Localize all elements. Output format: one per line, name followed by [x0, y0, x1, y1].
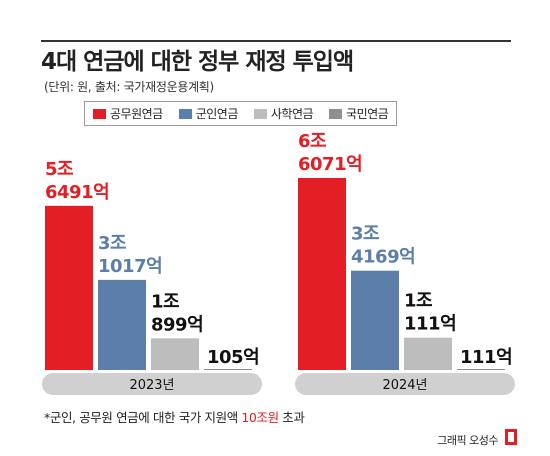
category-pill	[42, 373, 262, 395]
bar	[351, 270, 399, 370]
footnote-text-end: 초과	[278, 410, 305, 425]
bar	[298, 178, 346, 370]
footnote: *군인, 공무원 연금에 대한 국가 지원액 10조원 초과	[44, 407, 305, 426]
legend-item-사학연금: 사학연금	[253, 105, 314, 122]
data-label: 4169억	[351, 247, 415, 268]
legend-item-공무원연금: 공무원연금	[93, 105, 163, 122]
bar	[457, 369, 505, 370]
category-label: 2024년	[382, 378, 427, 393]
legend-swatch	[93, 108, 106, 119]
category-pill	[295, 373, 515, 395]
brand-logo-icon	[505, 429, 517, 445]
bar	[45, 205, 93, 370]
legend-label: 사학연금	[270, 107, 314, 121]
bar	[404, 337, 452, 370]
data-label: 1017억	[98, 256, 162, 277]
legend-label: 군인연금	[195, 107, 239, 121]
footnote-text: *군인, 공무원 연금에 대한 국가 지원액	[44, 410, 242, 425]
chart-subtitle: (단위: 원, 출처: 국가재정운용계획)	[44, 80, 214, 94]
data-label: 6조	[298, 131, 326, 152]
chart-legend: 공무원연금 군인연금 사학연금 국민연금	[84, 101, 398, 126]
data-label: 6491억	[45, 182, 109, 203]
data-label: 1조	[151, 291, 179, 312]
graphic-credit: 그래픽 오성수	[437, 434, 498, 447]
category-label: 2023년	[129, 378, 174, 393]
legend-label: 국민연금	[346, 107, 389, 121]
legend-item-군인연금: 군인연금	[178, 105, 239, 122]
top-rule	[41, 40, 511, 42]
data-label: 6071억	[298, 154, 362, 175]
data-label: 3조	[98, 233, 126, 254]
bar	[98, 279, 146, 370]
data-label: 111억	[404, 314, 456, 335]
data-label: 1조	[404, 291, 432, 312]
data-label: 5조	[45, 159, 73, 180]
legend-swatch	[178, 108, 192, 119]
data-label: 111억	[460, 347, 512, 368]
data-label: 105억	[207, 347, 259, 368]
bar	[151, 338, 199, 370]
legend-item-국민연금: 국민연금	[329, 105, 389, 122]
footnote-highlight: 10조원	[241, 410, 279, 425]
data-label: 899억	[151, 314, 203, 335]
bar	[204, 369, 252, 370]
chart-title: 4대 연금에 대한 정부 재정 투입액	[41, 49, 354, 75]
legend-swatch	[253, 108, 267, 119]
legend-swatch	[329, 108, 343, 119]
data-label: 3조	[351, 224, 379, 245]
legend-label: 공무원연금	[110, 107, 163, 121]
